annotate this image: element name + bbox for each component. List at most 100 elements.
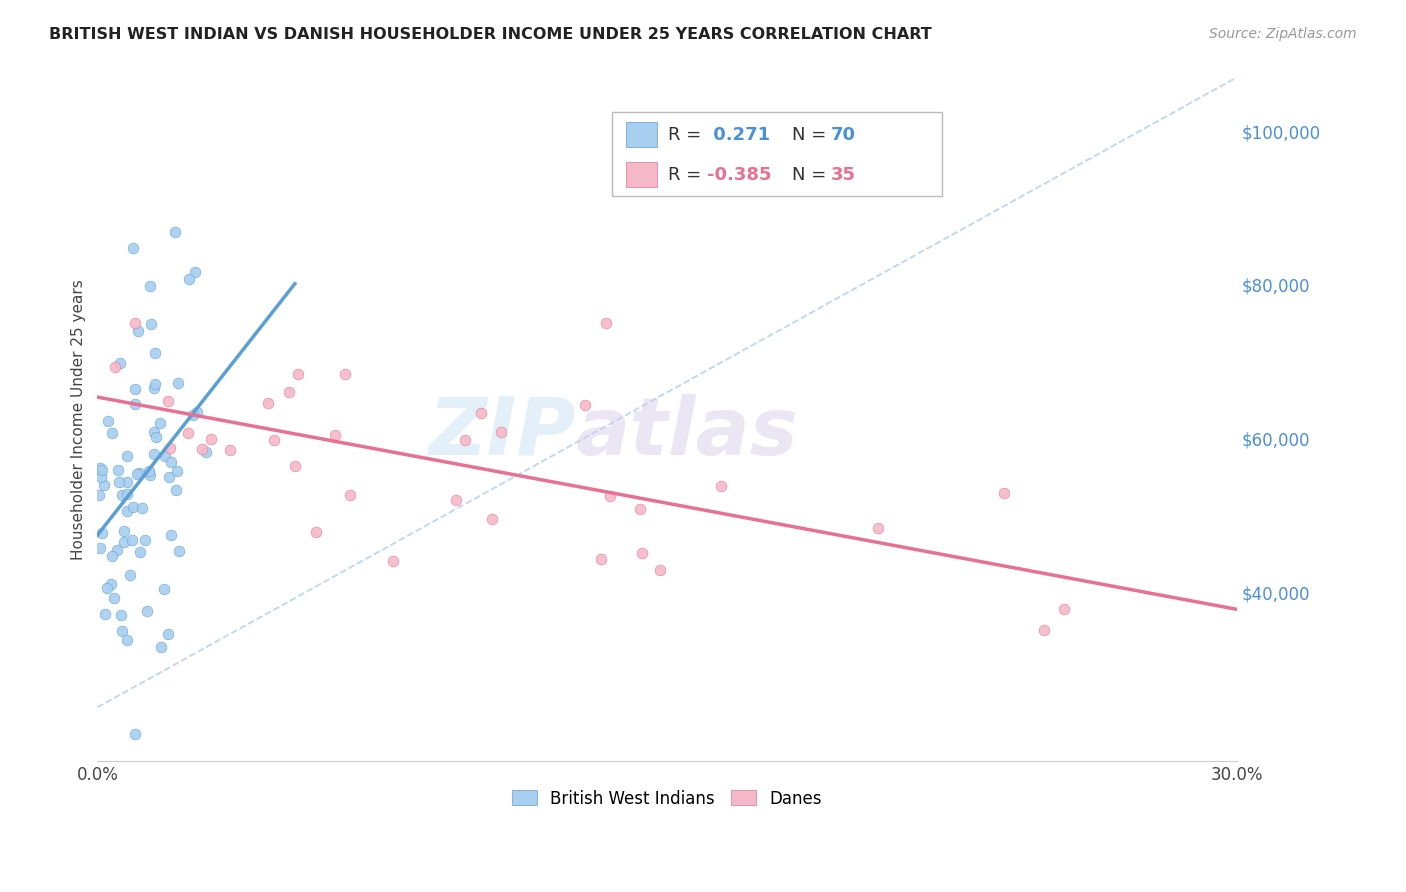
Text: N =: N =	[792, 126, 831, 144]
Point	[595, 316, 617, 330]
Point	[650, 563, 672, 577]
Text: R =: R =	[668, 166, 707, 184]
Point	[305, 525, 328, 540]
Point	[177, 425, 200, 440]
Point	[167, 544, 190, 558]
Point	[105, 543, 128, 558]
Point	[135, 604, 157, 618]
Point	[115, 449, 138, 463]
Point	[184, 265, 207, 279]
Text: atlas: atlas	[576, 394, 799, 472]
Point	[218, 443, 240, 458]
Point	[1052, 602, 1074, 616]
Point	[129, 545, 152, 559]
Point	[444, 493, 467, 508]
Point	[107, 463, 129, 477]
Point	[631, 546, 654, 560]
Point	[108, 356, 131, 370]
Point	[121, 533, 143, 547]
Point	[710, 478, 733, 492]
Point	[142, 425, 165, 440]
Point	[96, 581, 118, 595]
Point	[110, 607, 132, 622]
Text: BRITISH WEST INDIAN VS DANISH HOUSEHOLDER INCOME UNDER 25 YEARS CORRELATION CHAR: BRITISH WEST INDIAN VS DANISH HOUSEHOLDE…	[49, 27, 932, 42]
Point	[94, 607, 117, 622]
Point	[127, 325, 149, 339]
Point	[124, 727, 146, 741]
Point	[134, 533, 156, 547]
Text: 35: 35	[831, 166, 856, 184]
Point	[89, 461, 111, 475]
Point	[381, 554, 404, 568]
Point	[103, 591, 125, 606]
Point	[481, 511, 503, 525]
Point	[153, 449, 176, 463]
Point	[90, 470, 112, 484]
Point	[112, 524, 135, 538]
Point	[122, 500, 145, 514]
Point	[163, 225, 186, 239]
Point	[91, 463, 114, 477]
Point	[111, 624, 134, 638]
Point	[866, 521, 889, 535]
Point	[335, 367, 357, 381]
Point	[278, 385, 301, 400]
Point	[257, 396, 280, 410]
Point	[107, 475, 129, 489]
Point	[200, 432, 222, 446]
Point	[139, 279, 162, 293]
Point	[124, 316, 146, 330]
Point	[145, 430, 167, 444]
Point	[112, 535, 135, 549]
Point	[166, 464, 188, 478]
Point	[153, 582, 176, 596]
Point	[125, 467, 148, 482]
Point	[141, 318, 163, 332]
Point	[138, 464, 160, 478]
Point	[181, 409, 204, 423]
Point	[470, 406, 492, 420]
Point	[157, 627, 180, 641]
Point	[150, 640, 173, 655]
Point	[100, 577, 122, 591]
Text: -0.385: -0.385	[707, 166, 772, 184]
Point	[111, 487, 134, 501]
Point	[1032, 624, 1054, 638]
Point	[138, 468, 160, 483]
Point	[93, 478, 115, 492]
Point	[599, 489, 621, 503]
Point	[149, 416, 172, 430]
Point	[101, 425, 124, 440]
Point	[124, 382, 146, 396]
Point	[115, 486, 138, 500]
Point	[143, 447, 166, 461]
Point	[157, 470, 180, 484]
Point	[165, 483, 187, 497]
Point	[191, 442, 214, 457]
Point	[179, 272, 201, 286]
Point	[489, 425, 512, 439]
Point	[574, 397, 596, 411]
Point	[589, 551, 612, 566]
Point	[89, 488, 111, 502]
Point	[115, 504, 138, 518]
Point	[143, 377, 166, 392]
Point	[89, 541, 111, 556]
Point	[263, 434, 285, 448]
Y-axis label: Householder Income Under 25 years: Householder Income Under 25 years	[72, 279, 86, 559]
Point	[454, 433, 477, 447]
Point	[157, 393, 180, 408]
Point	[121, 241, 143, 255]
Text: R =: R =	[668, 126, 707, 144]
Point	[159, 441, 181, 455]
Point	[195, 445, 218, 459]
Point	[323, 428, 346, 442]
Point	[167, 376, 190, 390]
Point	[287, 367, 309, 381]
Point	[993, 485, 1015, 500]
Point	[160, 455, 183, 469]
Point	[159, 528, 181, 542]
Point	[115, 475, 138, 489]
Text: ZIP: ZIP	[429, 394, 576, 472]
Point	[103, 359, 125, 374]
